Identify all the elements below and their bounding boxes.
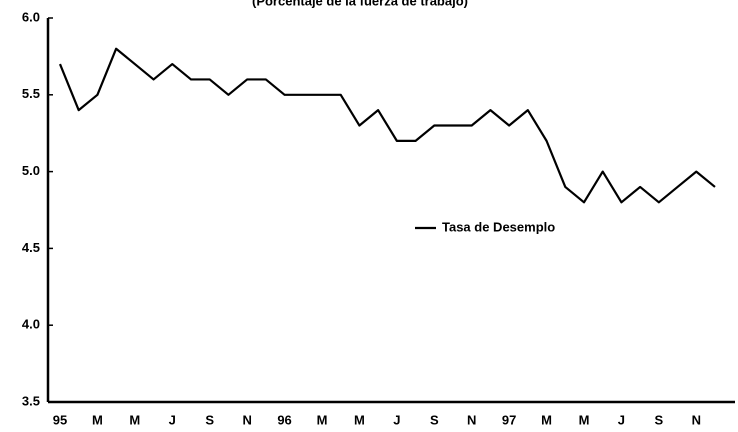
x-tick-label: N [467,412,476,427]
x-tick-label: M [317,412,328,427]
x-tick-label: M [354,412,365,427]
x-tick-label: S [655,412,664,427]
y-tick-label: 3.5 [22,393,40,408]
x-tick-label: 97 [502,412,516,427]
x-tick-label: J [169,412,176,427]
x-tick-label: 96 [277,412,291,427]
x-tick-label: M [129,412,140,427]
y-tick-label: 4.5 [22,240,40,255]
chart-title: (Porcentaje de la fuerza de trabajo) [252,0,468,8]
x-tick-label: M [92,412,103,427]
x-tick-label: M [541,412,552,427]
x-tick-label: J [393,412,400,427]
x-tick-label: M [579,412,590,427]
y-tick-label: 6.0 [22,9,40,24]
x-tick-label: N [692,412,701,427]
x-tick-label: 95 [53,412,67,427]
y-tick-label: 5.5 [22,86,40,101]
legend-label: Tasa de Desemplo [442,219,555,234]
x-tick-label: S [205,412,214,427]
y-tick-label: 5.0 [22,163,40,178]
x-tick-label: S [430,412,439,427]
x-tick-label: N [242,412,251,427]
y-tick-label: 4.0 [22,317,40,332]
line-series [58,47,716,204]
x-tick-label: J [618,412,625,427]
